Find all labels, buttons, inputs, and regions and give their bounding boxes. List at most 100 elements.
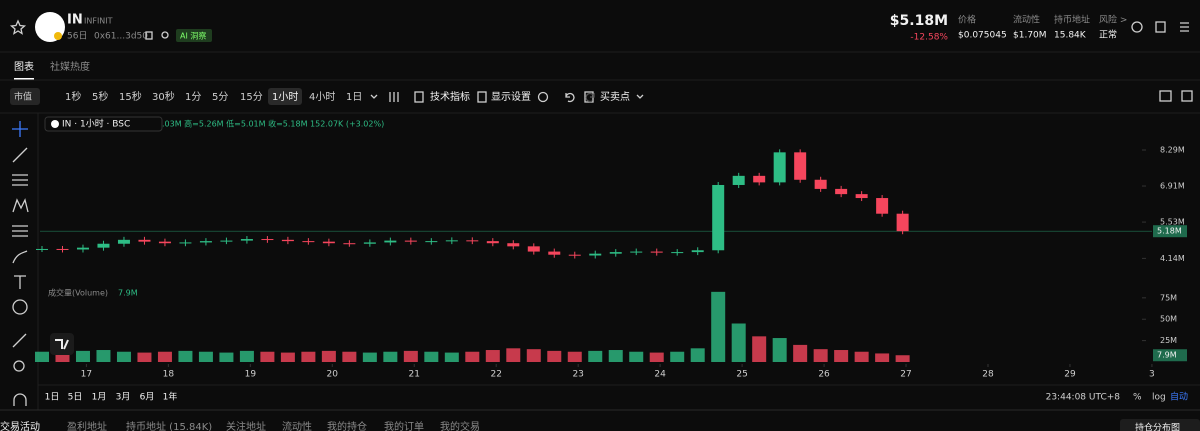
interval[interactable]: 5分: [212, 91, 228, 103]
search-icon[interactable]: [161, 31, 169, 39]
layout-icon[interactable]: [1159, 90, 1172, 102]
copy-icon[interactable]: [145, 31, 153, 40]
range-button[interactable]: 1日: [45, 392, 60, 403]
interval[interactable]: 4小时: [309, 91, 335, 103]
clock: 23:44:08 UTC+8: [1046, 393, 1121, 403]
candle: [138, 239, 151, 242]
token-address[interactable]: 0x61...3d50: [94, 32, 148, 42]
candle-icon[interactable]: [389, 92, 399, 102]
bottom-tab[interactable]: 持币地址 (15.84K): [126, 420, 212, 431]
bottom-tab[interactable]: 我的订单: [384, 420, 424, 431]
x-tick-label: 23: [572, 370, 583, 380]
mode-button[interactable]: [10, 88, 40, 105]
candle: [425, 241, 438, 243]
volume-bar: [567, 351, 582, 362]
stat-value: $0.075045: [958, 31, 1007, 41]
fib-tool[interactable]: [12, 174, 28, 186]
interval[interactable]: 1秒: [65, 90, 81, 103]
percent-toggle[interactable]: %: [1133, 393, 1142, 403]
redo-icon[interactable]: [585, 92, 595, 103]
tool[interactable]: 买卖点: [600, 91, 630, 103]
volume-bar: [465, 351, 480, 362]
interval[interactable]: 1日: [346, 92, 362, 103]
volume-bar: [854, 351, 869, 362]
crosshair-tool[interactable]: [12, 121, 28, 137]
legend-logo: [51, 120, 59, 128]
volume-bar: [752, 336, 767, 362]
volume-title: 成交量(Volume): [48, 288, 108, 298]
tv-logo-mark: [55, 339, 69, 350]
x-tick-label: 3: [1149, 370, 1155, 380]
legend-box[interactable]: [44, 116, 163, 132]
bottom-tab[interactable]: 我的交易: [440, 420, 480, 431]
tab[interactable]: 图表: [14, 60, 34, 73]
channel-tool[interactable]: [12, 225, 28, 237]
favorite-icon[interactable]: [9, 19, 27, 35]
line-tool[interactable]: [12, 147, 28, 163]
range-button[interactable]: 3月: [116, 392, 131, 403]
undo-icon[interactable]: [565, 92, 575, 103]
tool[interactable]: 技术指标: [430, 90, 470, 103]
chevron[interactable]: [636, 94, 644, 99]
stat-value: 正常: [1099, 29, 1117, 41]
pattern-tool[interactable]: [12, 198, 29, 213]
x-tick-label: 25: [736, 370, 747, 380]
interval[interactable]: 15秒: [119, 90, 142, 103]
range-button[interactable]: 5日: [68, 392, 83, 403]
legend-title: IN · 1小时 · BSC: [62, 118, 130, 130]
bottom-tab[interactable]: 流动性: [282, 420, 312, 431]
fullscreen-icon[interactable]: [1181, 90, 1193, 102]
current-volume-box: [1153, 349, 1187, 362]
candle: [712, 184, 725, 251]
candle: [691, 250, 704, 253]
range-button[interactable]: 1月: [92, 392, 107, 403]
volume-tick-label: 75M: [1160, 293, 1177, 302]
share-icon[interactable]: [1131, 21, 1143, 33]
interval[interactable]: 5秒: [92, 90, 108, 103]
log-toggle[interactable]: log: [1152, 393, 1166, 403]
bottom-tab[interactable]: 我的持仓: [327, 420, 367, 431]
interval[interactable]: 15分: [240, 91, 263, 103]
bottom-tab[interactable]: 盈利地址: [67, 420, 107, 431]
distribution-button[interactable]: [1120, 419, 1200, 431]
volume-bar: [629, 351, 644, 362]
interval[interactable]: 30秒: [152, 90, 175, 103]
volume-bar: [178, 350, 193, 362]
volume-bar: [403, 350, 418, 362]
auto-toggle[interactable]: 自动: [1170, 391, 1188, 403]
chevron[interactable]: [370, 94, 378, 99]
tool[interactable]: 显示设置: [491, 91, 531, 103]
volume-bar: [444, 352, 459, 362]
token-name: INFINIT: [84, 17, 113, 26]
candle: [199, 241, 212, 243]
candle: [56, 248, 69, 250]
menu-icon[interactable]: [1180, 22, 1189, 32]
candle: [404, 240, 417, 242]
interval[interactable]: 1小时: [272, 91, 298, 103]
volume-bar: [895, 355, 910, 362]
magnet-tool[interactable]: [13, 393, 27, 406]
volume-bar: [772, 338, 787, 362]
brush-tool[interactable]: [12, 250, 28, 264]
bottom-tab[interactable]: 关注地址: [226, 420, 266, 431]
candle: [527, 246, 540, 252]
range-button[interactable]: 1年: [163, 391, 178, 403]
bottom-tab[interactable]: 交易活动: [0, 420, 40, 431]
candle: [794, 152, 807, 180]
candle: [548, 251, 561, 255]
market-cap: $5.18M: [890, 13, 948, 29]
tab[interactable]: 社媒热度: [50, 60, 90, 73]
emoji-tool[interactable]: [12, 299, 28, 315]
text-tool[interactable]: [14, 275, 26, 289]
ruler-tool[interactable]: [12, 333, 27, 348]
volume-bar: [116, 351, 131, 362]
export-icon[interactable]: [1155, 21, 1166, 33]
interval[interactable]: 1分: [185, 91, 201, 103]
range-button[interactable]: 6月: [140, 392, 155, 403]
gear-icon[interactable]: [537, 91, 549, 103]
zoom-tool[interactable]: [13, 360, 25, 372]
volume-bar: [321, 350, 336, 362]
ai-badge[interactable]: [176, 29, 212, 42]
